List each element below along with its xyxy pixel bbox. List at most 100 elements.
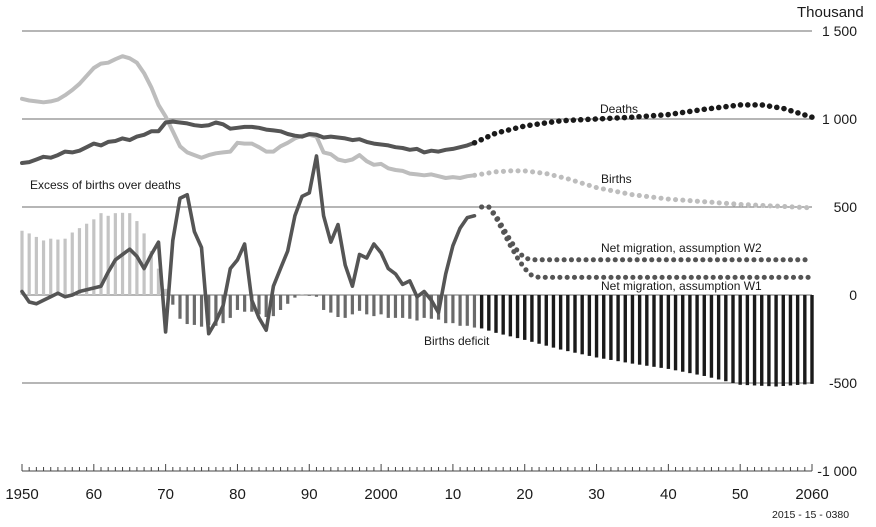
natural-balance-bar — [34, 236, 38, 295]
projected-deficit-bar — [566, 295, 570, 352]
source-id: 2015 - 15 - 0380 — [772, 509, 850, 521]
natural-balance-bar — [63, 238, 67, 295]
x-tick-label: 2000 — [364, 486, 397, 503]
natural-balance-bar — [458, 295, 462, 326]
x-tick-label: 2060 — [795, 486, 828, 503]
projected-deficit-bar — [695, 295, 699, 375]
natural-balance-bar — [70, 232, 74, 295]
natural-balance-bar — [149, 251, 153, 295]
projected-deficit-bar — [494, 295, 498, 333]
w2-annotation: Net migration, assumption W2 — [601, 241, 762, 255]
natural-balance-bar — [214, 295, 218, 326]
projected-deficit-bar — [688, 295, 692, 374]
projected-deficit-bar — [645, 295, 649, 366]
natural-balance-bar — [336, 295, 340, 317]
projected-deficit-bar — [501, 295, 505, 335]
births-line — [20, 54, 477, 180]
x-tick-label: 80 — [229, 486, 246, 503]
projected-deficit-bar — [623, 295, 627, 363]
projected-deficit-bar — [666, 295, 671, 369]
y-tick-label: -1 000 — [817, 463, 857, 479]
natural-balance-bar — [257, 295, 261, 315]
net-migration-line — [20, 154, 477, 336]
natural-balance-bar — [300, 294, 304, 295]
projected-deficit-bar — [702, 295, 706, 376]
projected-deficit-bar — [479, 295, 484, 329]
natural-balance-bar — [329, 295, 333, 313]
natural-balance-bar — [444, 295, 448, 324]
x-tick-label: 70 — [157, 486, 174, 503]
projected-deficit-bar — [760, 295, 764, 386]
natural-balance-bar — [41, 240, 46, 295]
births-projection-dots — [472, 168, 815, 211]
natural-balance-bar — [278, 295, 283, 310]
projected-deficit-bar — [602, 295, 606, 359]
natural-balance-bar — [207, 295, 211, 325]
projected-deficit-bar — [681, 295, 685, 372]
y-tick-label: 0 — [849, 287, 857, 303]
projected-deficit-bar — [515, 295, 520, 339]
x-tick-label: 1950 — [5, 486, 38, 503]
projected-deficit-bar — [508, 295, 513, 337]
x-tick-label: 10 — [445, 486, 462, 503]
y-tick-label: 1 500 — [822, 23, 857, 39]
projected-deficit-bar — [616, 295, 620, 362]
natural-balance-bar — [429, 295, 433, 319]
projected-deficit-bar — [724, 295, 728, 382]
natural-balance-bar — [235, 295, 240, 310]
natural-balance-bar — [243, 295, 247, 312]
natural-balance-bar — [228, 295, 232, 318]
natural-balance-bar — [379, 295, 383, 315]
natural-balance-bar — [20, 230, 24, 295]
natural-balance-bars — [20, 212, 814, 387]
x-tick-label: 90 — [301, 486, 318, 503]
natural-balance-bar — [192, 295, 196, 325]
deaths-line — [20, 119, 477, 165]
x-tick-label: 60 — [85, 486, 102, 503]
projected-deficit-bar — [637, 295, 642, 365]
projected-deficit-bar — [774, 295, 778, 387]
natural-balance-bar — [422, 295, 426, 318]
projected-deficit-bar — [587, 295, 592, 356]
natural-balance-bar — [99, 213, 103, 295]
projected-deficit-bar — [609, 295, 613, 360]
projected-deficit-bar — [716, 295, 721, 380]
migration-w1-dots — [479, 204, 815, 280]
natural-balance-bar — [77, 228, 82, 295]
y-tick-label: 500 — [834, 199, 858, 215]
projected-deficit-bar — [594, 295, 599, 358]
natural-balance-bar — [451, 295, 455, 324]
natural-balance-bar — [307, 295, 311, 296]
natural-balance-bar — [415, 295, 419, 321]
natural-balance-bar — [372, 295, 376, 317]
natural-balance-bar — [56, 239, 60, 295]
projected-deficit-bar — [781, 295, 785, 386]
natural-balance-bar — [350, 295, 354, 315]
deficit-annotation: Births deficit — [424, 334, 490, 348]
projected-deficit-bar — [659, 295, 663, 368]
deaths-annotation: Deaths — [600, 102, 638, 116]
natural-balance-bar — [343, 295, 347, 318]
natural-balance-bar — [113, 213, 117, 295]
projected-deficit-bar — [767, 295, 771, 387]
projected-deficit-bar — [551, 295, 556, 348]
natural-balance-bar — [128, 213, 132, 295]
natural-balance-bar — [472, 295, 477, 328]
natural-balance-bar — [49, 238, 53, 295]
natural-balance-bar — [185, 295, 189, 325]
w1-annotation: Net migration, assumption W1 — [601, 279, 762, 293]
projected-deficit-bar — [795, 295, 800, 385]
x-tick-label: 30 — [588, 486, 605, 503]
natural-balance-bar — [393, 295, 398, 318]
projected-deficit-bar — [652, 295, 656, 367]
natural-balance-bar — [271, 295, 275, 317]
natural-balance-bar — [465, 295, 469, 326]
x-tick-label: 40 — [660, 486, 677, 503]
natural-balance-bar — [264, 295, 268, 317]
projected-deficit-bar — [544, 295, 548, 346]
natural-balance-bar — [386, 295, 390, 318]
deaths-projection-dots — [471, 102, 815, 146]
projected-deficit-bar — [580, 295, 584, 355]
tick-labels: 1 500 1 000 500 0 -500 -1 000 1950 60 70 80 90 2000… — [5, 23, 857, 503]
x-tick-label: 20 — [516, 486, 533, 503]
